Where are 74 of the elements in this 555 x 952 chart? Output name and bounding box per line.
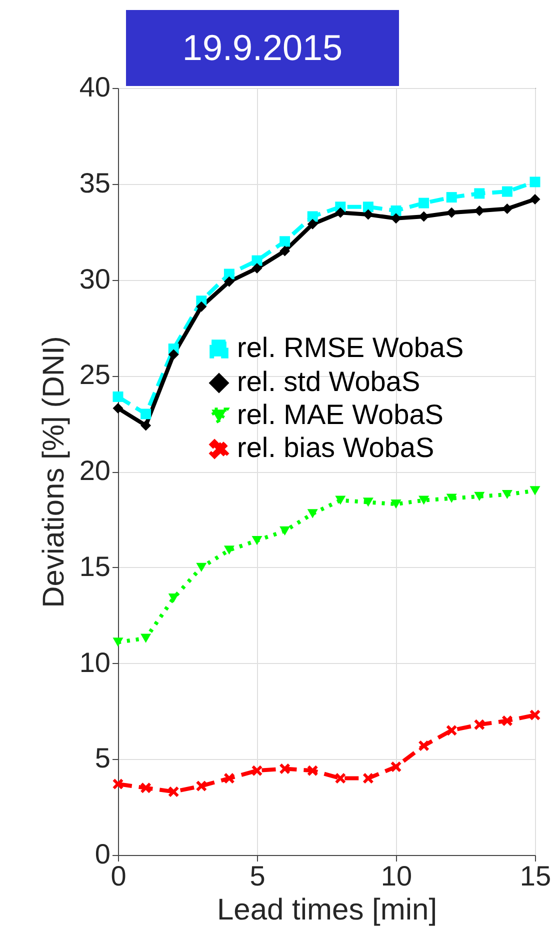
point — [140, 420, 152, 431]
point — [390, 500, 402, 509]
point — [112, 391, 124, 402]
y-tick-label: 0 — [94, 838, 110, 870]
point — [474, 719, 485, 730]
point — [446, 192, 457, 203]
point — [530, 710, 540, 720]
point — [140, 634, 152, 643]
point — [390, 213, 402, 224]
point — [168, 594, 179, 603]
chart-title: 19.9.2015 — [126, 10, 399, 86]
point — [446, 207, 457, 218]
point — [390, 762, 402, 772]
point — [530, 194, 540, 204]
legend-label: rel. RMSE WobaS — [237, 332, 464, 363]
point — [418, 198, 430, 208]
point — [280, 526, 290, 536]
point — [502, 186, 512, 197]
y-axis-title: Deviations [%] (DNI) — [37, 336, 70, 608]
y-tick-label: 20 — [79, 455, 110, 486]
point — [502, 716, 512, 726]
y-tick-label: 35 — [79, 167, 110, 198]
point — [362, 202, 374, 212]
point — [307, 765, 318, 776]
x-axis-title: Lead times [min] — [216, 894, 438, 926]
point — [168, 786, 179, 797]
y-tick-label: 40 — [79, 72, 110, 102]
legend-label: rel. MAE WobaS — [237, 399, 444, 430]
y-tick-label: 10 — [79, 646, 110, 678]
point — [418, 740, 430, 751]
point — [362, 773, 374, 784]
point — [168, 349, 179, 360]
point — [474, 188, 485, 199]
point — [446, 494, 457, 503]
point — [280, 763, 290, 774]
point — [280, 246, 290, 256]
point — [224, 546, 234, 555]
y-tick-label: 5 — [94, 742, 110, 774]
point — [196, 562, 207, 572]
point — [530, 486, 540, 496]
point — [335, 207, 346, 218]
point — [307, 211, 318, 222]
point — [112, 402, 124, 414]
point — [446, 725, 457, 736]
x-tick-label: 10 — [380, 860, 412, 892]
legend-label: rel. std WobaS — [237, 366, 420, 397]
point — [196, 780, 207, 792]
point — [280, 236, 290, 247]
point — [140, 408, 152, 420]
point — [252, 536, 262, 546]
point — [252, 765, 262, 776]
point — [474, 492, 485, 501]
point — [418, 496, 430, 505]
x-tick-label: 5 — [250, 860, 266, 892]
point — [224, 276, 234, 287]
point — [112, 638, 124, 647]
point — [362, 498, 374, 507]
x-tick-label: 15 — [520, 860, 552, 892]
point — [224, 268, 234, 280]
point — [224, 773, 234, 784]
point — [252, 263, 262, 274]
point — [307, 218, 318, 230]
point — [530, 176, 540, 188]
point — [196, 301, 207, 312]
y-tick-label: 30 — [79, 263, 110, 294]
point — [335, 496, 346, 505]
point — [335, 773, 346, 784]
point — [112, 778, 124, 790]
point — [502, 490, 512, 500]
point — [307, 509, 318, 518]
point — [140, 782, 152, 794]
legend-label: rel. bias WobaS — [237, 432, 434, 463]
y-tick-label: 25 — [79, 359, 110, 390]
y-tick-label: 15 — [79, 550, 110, 582]
